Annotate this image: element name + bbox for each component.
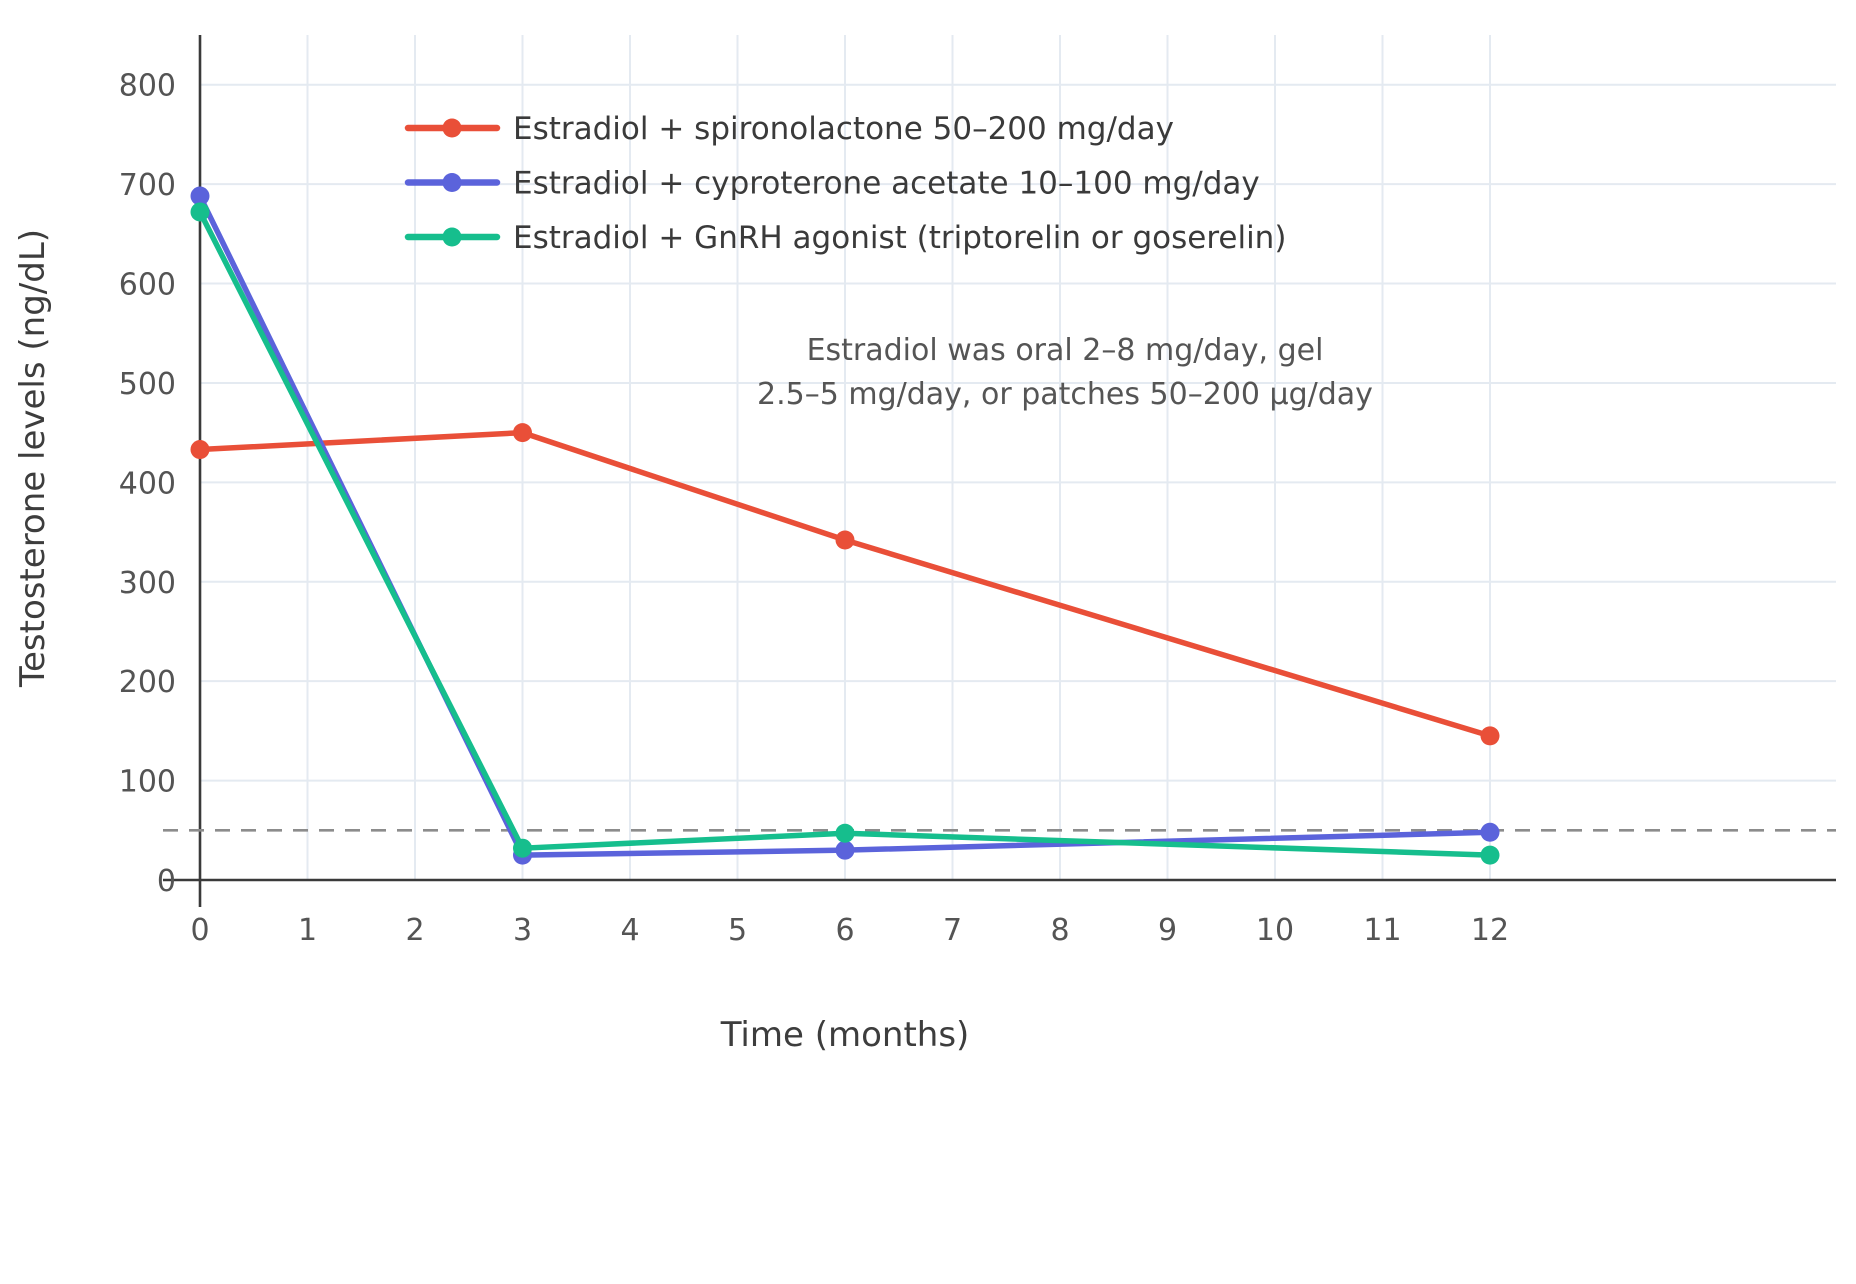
x-tick-label: 11 <box>1363 913 1401 948</box>
x-tick-label: 4 <box>620 913 639 948</box>
gridlines <box>199 35 1836 881</box>
y-tick-label: 200 <box>119 665 176 700</box>
data-point <box>190 440 210 460</box>
y-tick-label: 500 <box>119 367 176 402</box>
data-point <box>1480 726 1500 746</box>
legend-marker <box>442 173 462 192</box>
x-tick-label: 0 <box>190 913 209 948</box>
x-tick-label: 10 <box>1256 913 1294 948</box>
data-point <box>835 823 855 843</box>
y-tick-label: 0 <box>157 864 176 899</box>
legend-marker <box>442 118 462 138</box>
x-tick-label: 2 <box>405 913 424 948</box>
data-series-layer <box>190 186 1500 865</box>
x-tick-label: 3 <box>513 913 532 948</box>
legend-label: Estradiol + GnRH agonist (triptorelin or… <box>513 220 1286 256</box>
legend-label: Estradiol + spironolactone 50–200 mg/day <box>513 111 1174 147</box>
series-2 <box>190 202 1500 865</box>
x-tick-label: 7 <box>943 913 962 948</box>
data-point <box>1480 845 1500 865</box>
series-line <box>197 429 1493 739</box>
data-point <box>835 840 855 860</box>
series-0 <box>190 423 1500 746</box>
legend-entry-2: Estradiol + GnRH agonist (triptorelin or… <box>404 220 1286 256</box>
y-tick-label: 700 <box>119 168 176 203</box>
data-point <box>513 838 532 858</box>
legend: Estradiol + spironolactone 50–200 mg/day… <box>404 111 1286 256</box>
legend-marker <box>442 227 462 247</box>
x-tick-label: 1 <box>298 913 317 948</box>
x-tick-label: 5 <box>728 913 747 948</box>
x-tick-label: 12 <box>1471 913 1509 948</box>
y-tick-label: 600 <box>119 268 176 303</box>
data-point <box>190 202 210 222</box>
x-tick-label: 9 <box>1158 913 1177 948</box>
x-axis-title: Time (months) <box>720 1015 970 1055</box>
legend-label: Estradiol + cyproterone acetate 10–100 m… <box>513 166 1260 202</box>
legend-entry-0: Estradiol + spironolactone 50–200 mg/day <box>404 111 1174 147</box>
y-tick-label: 400 <box>119 466 176 501</box>
x-tick-label: 8 <box>1050 913 1069 948</box>
data-point <box>1480 822 1500 842</box>
data-point <box>190 186 210 206</box>
data-point <box>835 530 855 550</box>
y-tick-label: 300 <box>119 566 176 601</box>
legend-entry-1: Estradiol + cyproterone acetate 10–100 m… <box>404 166 1260 202</box>
x-tick-label: 6 <box>835 913 854 948</box>
series-line <box>197 209 1493 858</box>
y-tick-label: 100 <box>119 765 176 800</box>
annotation-line-2: 2.5–5 mg/day, or patches 50–200 µg/day <box>757 377 1373 412</box>
y-axis-title: Testosterone levels (ng/dL) <box>13 229 53 688</box>
y-tick-label: 800 <box>119 69 176 104</box>
data-point <box>513 423 532 443</box>
annotation-line-1: Estradiol was oral 2–8 mg/day, gel <box>807 333 1324 368</box>
